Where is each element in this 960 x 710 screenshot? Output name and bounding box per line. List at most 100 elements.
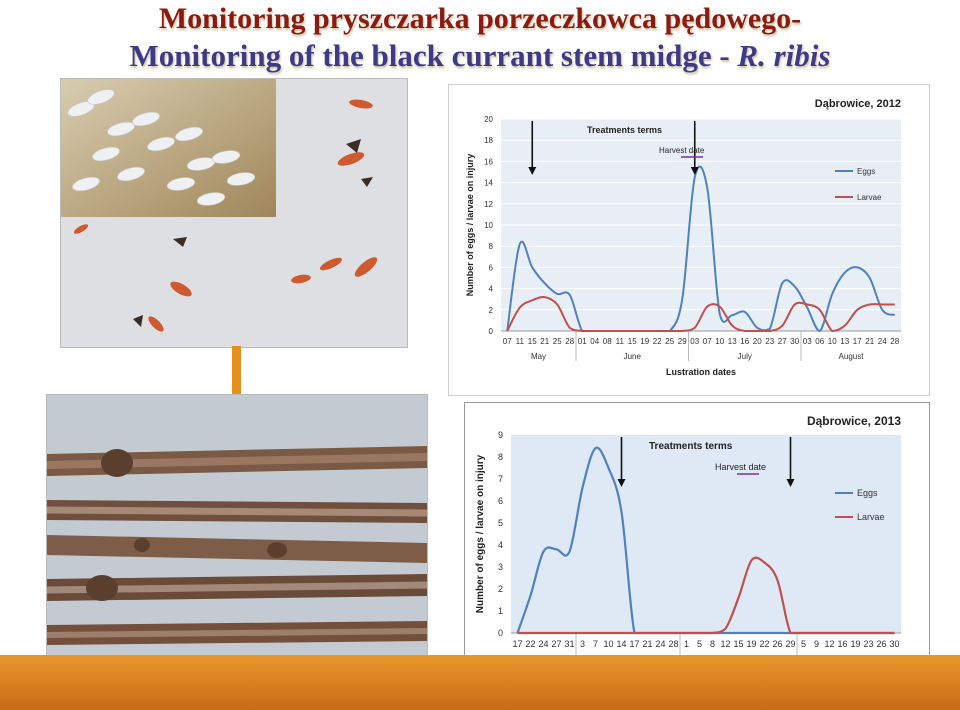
chart2013-x-tick-label: 24 xyxy=(655,639,665,649)
chart2013-x-tick-label: 7 xyxy=(593,639,598,649)
chart2013-x-tick-label: 31 xyxy=(564,639,574,649)
damaged-stems-photo xyxy=(46,394,428,680)
bottom-accent-bar xyxy=(0,655,960,710)
chart2013-x-tick-label: 22 xyxy=(525,639,535,649)
chart2013-y-tick-label: 4 xyxy=(498,540,503,550)
chart2012-x-tick-label: 10 xyxy=(828,337,837,346)
chart2012-x-tick-label: 04 xyxy=(590,337,599,346)
chart2013-x-tick-label: 19 xyxy=(850,639,860,649)
chart2012-y-tick-label: 8 xyxy=(489,242,494,251)
chart2012-y-tick-label: 2 xyxy=(489,306,494,315)
chart2012-x-tick-label: 25 xyxy=(553,337,562,346)
chart-2012-panel: 0 2 4 6 8 10 12 14 16 18 20 07 11 15 21 25 28 01 04 08 11 15 1… xyxy=(448,84,930,396)
chart2013-annotation-treatments: Treatments terms xyxy=(649,441,733,452)
chart2012-annotation-treatments: Treatments terms xyxy=(587,125,662,135)
title-english: Monitoring of the black currant stem mid… xyxy=(0,37,960,74)
chart2012-x-tick-label: 21 xyxy=(865,337,874,346)
chart2012-y-tick-label: 10 xyxy=(484,221,493,230)
chart2012-x-tick-label: 21 xyxy=(540,337,549,346)
chart2012-x-tick-label: 16 xyxy=(740,337,749,346)
chart2012-y-tick-label: 20 xyxy=(484,115,493,124)
chart2013-x-tick-label: 14 xyxy=(616,639,626,649)
chart2012-x-tick-label: 29 xyxy=(678,337,687,346)
chart2013-x-tick-label: 17 xyxy=(629,639,639,649)
chart2013-y-axis-title: Number of eggs / larvae on injury xyxy=(475,454,486,613)
chart2013-x-tick-label: 12 xyxy=(824,639,834,649)
chart2013-x-tick-label: 3 xyxy=(580,639,585,649)
chart2012-y-tick-label: 12 xyxy=(484,200,493,209)
chart2012-x-tick-label: 07 xyxy=(703,337,712,346)
chart2012-x-tick-label: 27 xyxy=(778,337,787,346)
chart2012-x-tick-label: 30 xyxy=(790,337,799,346)
chart2012-x-tick-label: 11 xyxy=(516,337,525,346)
chart2012-x-tick-label: 13 xyxy=(728,337,737,346)
chart2013-series-larvae-line xyxy=(517,556,895,635)
chart2013-y-tick-label: 3 xyxy=(498,562,503,572)
slide-title: Monitoring pryszczarka porzeczkowca pędo… xyxy=(0,0,960,74)
chart2012-legend-label: Eggs xyxy=(857,167,875,176)
chart2013-chart-title: Dąbrowice, 2013 xyxy=(807,414,901,428)
chart2013-x-tick-label: 26 xyxy=(876,639,886,649)
chart2012-x-tick-label: 28 xyxy=(565,337,574,346)
chart2013-x-tick-label: 28 xyxy=(668,639,678,649)
chart2012-x-tick-label: 01 xyxy=(578,337,587,346)
chart2013-x-tick-label: 22 xyxy=(759,639,769,649)
chart2012-x-tick-label: 06 xyxy=(815,337,824,346)
chart2012-y-tick-label: 6 xyxy=(489,263,494,272)
chart2013-y-tick-label: 8 xyxy=(498,452,503,462)
chart2013-y-tick-label: 5 xyxy=(498,518,503,528)
chart2012-x-tick-label: 24 xyxy=(878,337,887,346)
chart2012-month-label: July xyxy=(738,352,752,361)
eggs-larvae-photo xyxy=(60,78,408,348)
chart2012-series-eggs-line xyxy=(506,165,896,333)
chart2012-treatment-arrow-head xyxy=(690,167,699,175)
chart2013-treatment-arrow-head xyxy=(786,479,795,487)
chart2013-treatment-arrow-head xyxy=(617,479,626,487)
chart2013-x-tick-label: 9 xyxy=(814,639,819,649)
chart2012-x-tick-label: 10 xyxy=(715,337,724,346)
chart2013-plot-area xyxy=(511,435,901,633)
title-english-prefix: Monitoring of the black currant stem mid… xyxy=(129,38,738,73)
chart2013-y-tick-label: 1 xyxy=(498,606,503,616)
chart2013-legend-label: Larvae xyxy=(857,512,885,522)
chart2012-month-label: June xyxy=(624,352,642,361)
chart2013-y-tick-label: 6 xyxy=(498,496,503,506)
chart2013-x-tick-label: 12 xyxy=(720,639,730,649)
chart2012-x-tick-label: 25 xyxy=(665,337,674,346)
chart2013-annotation-harvest: Harvest date xyxy=(715,462,766,472)
chart2013-y-tick-label: 9 xyxy=(498,430,503,440)
damaged-stems-illustration xyxy=(47,395,427,679)
chart2012-x-tick-label: 28 xyxy=(890,337,899,346)
chart2013-y-tick-label: 7 xyxy=(498,474,503,484)
chart2013-x-tick-label: 23 xyxy=(863,639,873,649)
chart2013-x-tick-label: 15 xyxy=(733,639,743,649)
chart2012-y-tick-label: 0 xyxy=(489,327,494,336)
chart2012-x-tick-label: 13 xyxy=(840,337,849,346)
chart2012-y-tick-label: 16 xyxy=(484,157,493,166)
chart2013-x-tick-label: 17 xyxy=(512,639,522,649)
link-arrow-shaft xyxy=(232,346,241,436)
chart2012-x-tick-label: 08 xyxy=(603,337,612,346)
chart2012-x-tick-label: 20 xyxy=(753,337,762,346)
chart-2013-panel: 0 1 2 3 4 5 6 7 8 9 17 22 24 27 31 3 7 10 14 17 21 24 28 1 5 8 12 1… xyxy=(464,402,930,694)
chart2012-y-tick-label: 18 xyxy=(484,136,493,145)
chart2013-x-tick-label: 21 xyxy=(642,639,652,649)
chart2012-x-tick-label: 23 xyxy=(765,337,774,346)
title-polish: Monitoring pryszczarka porzeczkowca pędo… xyxy=(158,2,802,35)
chart2012-chart-title: Dąbrowice, 2012 xyxy=(815,98,901,110)
chart2013-y-tick-label: 2 xyxy=(498,584,503,594)
title-species-name: R. ribis xyxy=(737,38,831,73)
chart2012-x-tick-label: 15 xyxy=(628,337,637,346)
chart2013-x-tick-label: 16 xyxy=(837,639,847,649)
chart2013-x-tick-label: 24 xyxy=(538,639,548,649)
chart2013-x-tick-label: 19 xyxy=(746,639,756,649)
chart2012-x-tick-label: 11 xyxy=(616,337,625,346)
chart2013-x-tick-label: 8 xyxy=(710,639,715,649)
chart2013-x-tick-label: 5 xyxy=(801,639,806,649)
eggs-larvae-illustration xyxy=(61,79,407,347)
chart2013-y-tick-label: 0 xyxy=(498,628,503,638)
chart2012-x-tick-label: 19 xyxy=(640,337,649,346)
chart2013-x-tick-label: 1 xyxy=(684,639,689,649)
